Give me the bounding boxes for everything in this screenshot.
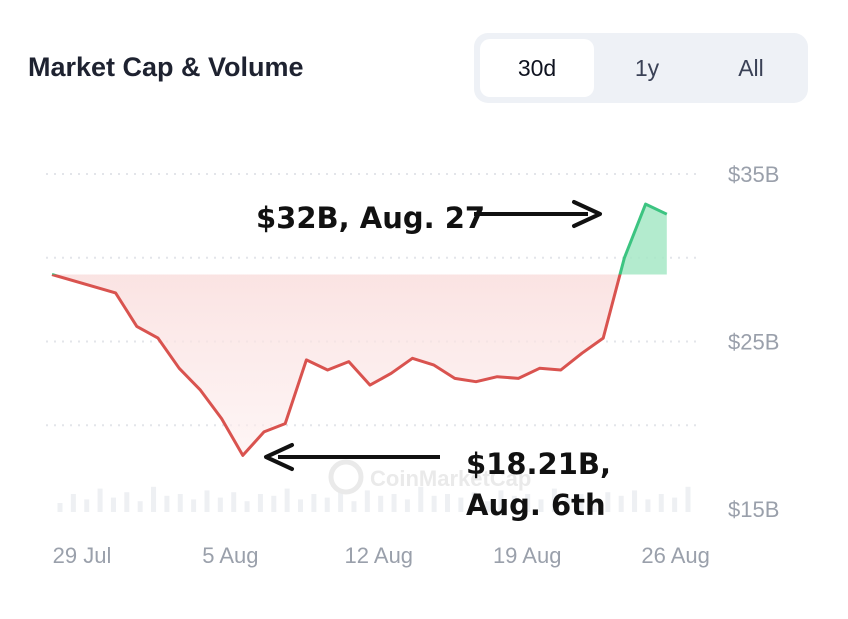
annotation-peak: $32B, Aug. 27	[256, 200, 602, 235]
volume-bar	[632, 490, 638, 512]
volume-bar	[97, 488, 103, 512]
volume-bar	[364, 490, 370, 512]
y-tick-label: $35B	[728, 162, 779, 187]
annotation-low-label-line1: $18.21B,	[466, 447, 611, 481]
watermark-text: CoinMarketCap	[370, 466, 531, 491]
x-tick-label: 12 Aug	[345, 543, 414, 568]
volume-bar	[191, 499, 197, 512]
volume-bar	[244, 501, 250, 512]
volume-bar	[217, 497, 223, 512]
volume-bar	[672, 497, 678, 512]
volume-bar	[685, 486, 691, 512]
volume-bar	[70, 494, 76, 512]
volume-bar	[257, 494, 263, 512]
volume-bar	[538, 499, 544, 512]
volume-bar	[444, 494, 450, 512]
volume-bar	[485, 501, 491, 512]
time-range-selector: 30d 1y All	[474, 33, 808, 103]
volume-bar	[431, 495, 437, 512]
area-fill-below	[52, 274, 667, 456]
volume-bar	[458, 497, 464, 512]
volume-bar	[565, 497, 571, 512]
volume-bar	[578, 494, 584, 512]
left-arrow-icon	[264, 443, 294, 471]
volume-bar	[404, 499, 410, 512]
volume-bar	[177, 494, 183, 512]
volume-bar	[511, 495, 517, 512]
x-tick-label: 26 Aug	[641, 543, 710, 568]
volume-bar	[551, 488, 557, 512]
volume-bar	[284, 488, 290, 512]
volume-bar	[378, 495, 384, 512]
volume-bar	[110, 497, 116, 512]
volume-bar	[204, 490, 210, 512]
volume-bar	[351, 501, 357, 512]
volume-bar	[271, 495, 277, 512]
volume-bar	[137, 501, 143, 512]
volume-bar	[231, 492, 237, 512]
range-1y-button[interactable]: 1y	[634, 55, 660, 81]
annotation-peak-label: $32B, Aug. 27	[256, 201, 485, 235]
volume-bar	[618, 495, 624, 512]
volume-bar	[471, 492, 477, 512]
right-arrow-icon	[572, 200, 602, 228]
volume-bar	[498, 490, 504, 512]
volume-bar	[658, 494, 664, 512]
watermark: CoinMarketCap	[328, 459, 531, 495]
x-axis: 29 Jul 5 Aug 12 Aug 19 Aug 26 Aug	[53, 543, 710, 568]
y-tick-label: $25B	[728, 330, 779, 355]
x-tick-label: 29 Jul	[53, 543, 112, 568]
annotation-low-label-line2: Aug. 6th	[466, 488, 606, 522]
y-tick-label: $15B	[728, 497, 779, 522]
volume-bar	[525, 494, 531, 512]
volume-bar	[311, 494, 317, 512]
x-tick-label: 19 Aug	[493, 543, 562, 568]
volume-bar	[645, 499, 651, 512]
chart-title: Market Cap & Volume	[28, 52, 304, 82]
volume-bar	[124, 492, 130, 512]
volume-bar	[605, 492, 611, 512]
volume-bar	[418, 486, 424, 512]
x-tick-label: 5 Aug	[202, 543, 258, 568]
volume-bar	[164, 495, 170, 512]
volume-bar	[84, 499, 90, 512]
y-axis: $35B $25B $15B	[728, 162, 779, 522]
volume-bar	[151, 486, 157, 512]
range-30d-button[interactable]: 30d	[480, 39, 594, 97]
volume-bar	[591, 501, 597, 512]
volume-bar	[324, 497, 330, 512]
annotation-low: $18.21B, Aug. 6th	[264, 443, 611, 522]
volume-bar	[298, 499, 304, 512]
range-all-button[interactable]: All	[738, 55, 764, 81]
price-line-below	[51, 274, 622, 457]
volume-bars	[57, 486, 691, 512]
volume-bar	[57, 503, 63, 512]
volume-bar	[338, 492, 344, 512]
volume-bar	[391, 494, 397, 512]
